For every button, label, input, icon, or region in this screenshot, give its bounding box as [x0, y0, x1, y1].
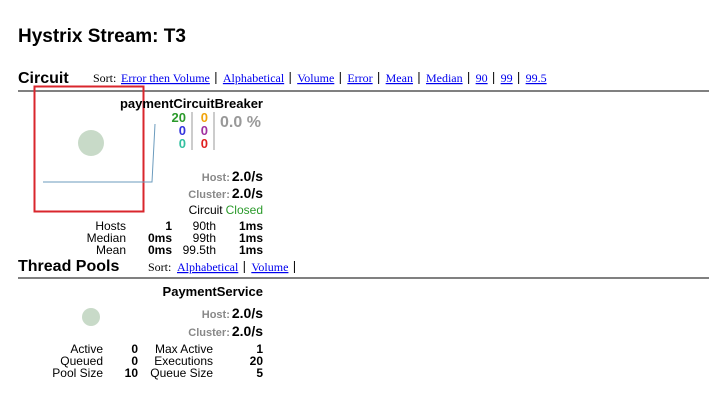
- count: 0: [201, 136, 208, 151]
- highlight-box: [33, 85, 145, 213]
- stat-label: Median: [87, 231, 126, 245]
- rate-value: 2.0/s: [232, 168, 263, 184]
- sparkline: [43, 123, 156, 183]
- stat-value: 1ms: [239, 219, 263, 233]
- count: 0: [201, 110, 208, 125]
- sort-link[interactable]: Error then Volume: [121, 71, 210, 85]
- stat-value: 0ms: [148, 231, 172, 245]
- stat-label: Queued: [60, 354, 103, 368]
- error-rate: 0.0 %: [220, 114, 261, 131]
- circuit-heading: Circuit: [18, 70, 69, 87]
- rate-value: 2.0/s: [232, 185, 263, 201]
- stat-value: 1ms: [239, 231, 263, 245]
- stat-value: 1: [165, 219, 172, 233]
- pool-name: PaymentService: [163, 284, 263, 299]
- stat-value: 0ms: [148, 243, 172, 257]
- stat-value: 1: [256, 342, 263, 356]
- count: 0: [179, 123, 186, 138]
- stat-label: 99th: [193, 231, 216, 245]
- health-circle: [78, 130, 104, 156]
- sort-link[interactable]: Alphabetical: [223, 71, 285, 85]
- stat-value: 5: [256, 366, 263, 380]
- health-circle: [82, 308, 100, 326]
- sort-link[interactable]: 99: [501, 71, 513, 85]
- rate-label: Host:: [202, 172, 230, 184]
- sort-label: Sort:: [148, 260, 171, 274]
- stat-label: Executions: [154, 354, 213, 368]
- stat-value: 0: [131, 342, 138, 356]
- stat-label: Hosts: [95, 219, 126, 233]
- circuit-name: paymentCircuitBreaker: [120, 96, 263, 111]
- stat-label: Queue Size: [150, 366, 213, 380]
- sort-link[interactable]: Volume: [297, 71, 334, 85]
- sort-link[interactable]: Volume: [251, 260, 288, 274]
- stat-label: Max Active: [155, 342, 213, 356]
- stat-value: 10: [125, 366, 139, 380]
- count: 20: [172, 110, 186, 125]
- rate-label: Cluster:: [188, 189, 230, 201]
- sort-link[interactable]: 90: [476, 71, 488, 85]
- stat-label: Pool Size: [52, 366, 103, 380]
- stat-value: 0: [131, 354, 138, 368]
- thread-pools-heading: Thread Pools: [18, 258, 119, 275]
- circuit-label: Circuit: [189, 203, 224, 217]
- count: 0: [201, 123, 208, 138]
- circuit-status: Closed: [226, 203, 263, 217]
- stat-label: 99.5th: [183, 243, 216, 257]
- sort-link[interactable]: Median: [426, 71, 463, 85]
- sort-link[interactable]: 99.5: [526, 71, 547, 85]
- circuit-stats: Hosts 1 90th 1ms Median 0ms 99th 1ms Mean 0ms 99.5…: [87, 219, 264, 257]
- sort-label: Sort:: [93, 71, 116, 85]
- sort-link[interactable]: Error: [347, 71, 372, 85]
- sort-link[interactable]: Mean: [386, 71, 413, 85]
- stat-value: 1ms: [239, 243, 263, 257]
- stat-label: 90th: [193, 219, 216, 233]
- sort-link[interactable]: Alphabetical: [177, 260, 239, 274]
- rate-label: Host:: [202, 309, 230, 321]
- stat-label: Mean: [96, 243, 126, 257]
- rate-value: 2.0/s: [232, 323, 263, 339]
- count: 0: [179, 136, 186, 151]
- page-title: Hystrix Stream: T3: [18, 26, 186, 47]
- stat-value: 20: [250, 354, 264, 368]
- rate-label: Cluster:: [188, 327, 230, 339]
- rate-value: 2.0/s: [232, 305, 263, 321]
- stat-label: Active: [70, 342, 103, 356]
